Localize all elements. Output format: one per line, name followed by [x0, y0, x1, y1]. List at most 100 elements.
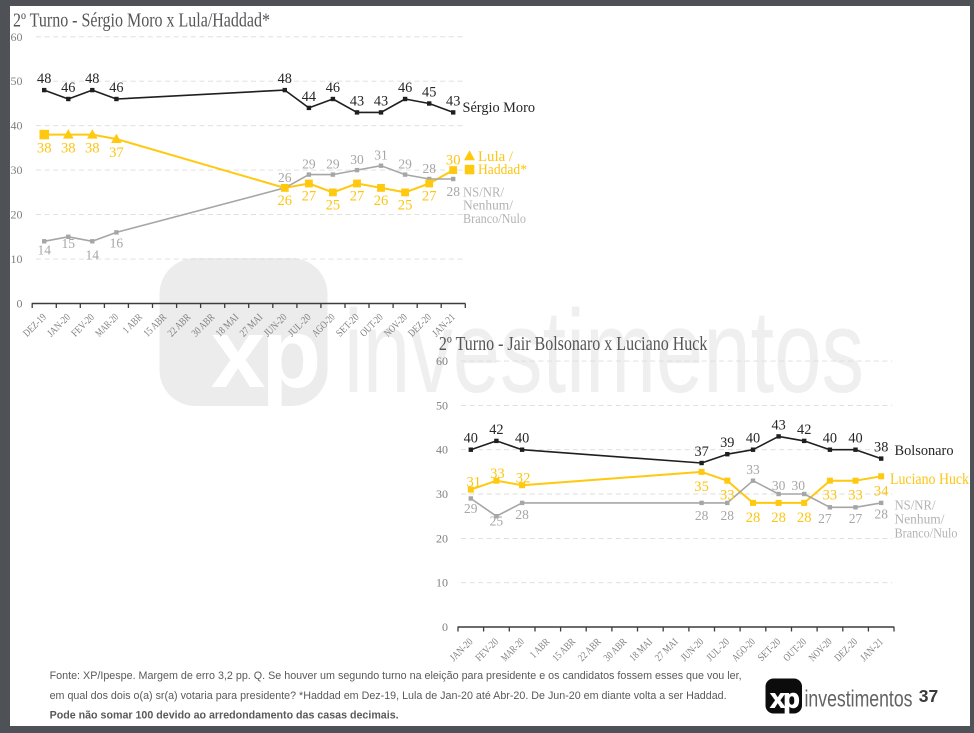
svg-text:27: 27 [818, 511, 832, 526]
svg-text:38: 38 [37, 141, 52, 157]
svg-text:33: 33 [720, 488, 735, 504]
svg-text:38: 38 [874, 440, 888, 456]
svg-text:18 MAI: 18 MAI [628, 636, 656, 664]
svg-text:JUN-20: JUN-20 [679, 637, 706, 664]
svg-text:28: 28 [771, 510, 786, 526]
svg-text:29: 29 [398, 157, 412, 172]
svg-text:31: 31 [374, 148, 388, 163]
svg-text:em qual dos dois o(a) sr(a) vo: em qual dos dois o(a) sr(a) votaria para… [50, 690, 727, 702]
svg-text:28: 28 [874, 506, 888, 521]
svg-text:NS/NR/: NS/NR/ [895, 498, 936, 513]
svg-text:33: 33 [490, 466, 505, 482]
svg-text:20: 20 [436, 531, 448, 545]
svg-text:32: 32 [516, 471, 531, 487]
svg-text:27: 27 [422, 189, 437, 205]
svg-text:Lula /: Lula / [478, 149, 514, 165]
svg-text:28: 28 [695, 508, 709, 523]
svg-text:50: 50 [11, 74, 23, 88]
svg-text:MAR-20: MAR-20 [499, 637, 526, 664]
svg-text:25: 25 [326, 197, 341, 213]
svg-text:50: 50 [436, 398, 448, 412]
svg-text:40: 40 [746, 431, 760, 447]
svg-text:29: 29 [464, 501, 478, 516]
svg-text:37: 37 [694, 444, 708, 460]
svg-text:27: 27 [302, 189, 317, 205]
svg-text:33: 33 [848, 488, 863, 504]
svg-text:28: 28 [515, 507, 529, 522]
svg-text:43: 43 [446, 93, 460, 109]
svg-text:30: 30 [446, 153, 461, 169]
svg-text:DEZ-20: DEZ-20 [833, 637, 860, 664]
svg-text:Branco/Nulo: Branco/Nulo [895, 526, 958, 541]
svg-text:xp: xp [770, 684, 799, 714]
svg-text:29: 29 [326, 157, 340, 172]
svg-text:40: 40 [823, 431, 837, 447]
svg-text:37: 37 [919, 686, 938, 706]
svg-text:60: 60 [436, 354, 448, 368]
svg-text:30: 30 [791, 478, 805, 493]
svg-text:25: 25 [490, 514, 504, 529]
svg-text:29: 29 [302, 157, 316, 172]
svg-text:15 ABR: 15 ABR [551, 637, 578, 664]
svg-text:30: 30 [772, 478, 786, 493]
svg-text:investimentos: investimentos [344, 286, 864, 418]
svg-text:1 ABR: 1 ABR [528, 637, 552, 661]
svg-text:2º Turno - Sérgio Moro x Lula/: 2º Turno - Sérgio Moro x Lula/Haddad* [13, 9, 270, 31]
svg-text:Bolsonaro: Bolsonaro [895, 442, 954, 459]
svg-text:FEV-20: FEV-20 [474, 637, 501, 664]
svg-text:30: 30 [350, 152, 364, 167]
svg-text:0: 0 [442, 620, 448, 634]
svg-text:28: 28 [446, 184, 460, 199]
svg-text:60: 60 [11, 30, 23, 44]
svg-text:40: 40 [436, 443, 448, 457]
svg-text:43: 43 [350, 93, 364, 109]
svg-text:30 ABR: 30 ABR [602, 637, 629, 664]
svg-text:33: 33 [746, 462, 760, 477]
svg-text:40: 40 [515, 431, 529, 447]
svg-text:46: 46 [61, 80, 75, 96]
svg-text:14: 14 [86, 247, 100, 262]
svg-text:33: 33 [823, 488, 838, 504]
svg-text:42: 42 [489, 422, 503, 438]
svg-text:48: 48 [278, 71, 292, 87]
svg-text:46: 46 [398, 80, 412, 96]
svg-text:20: 20 [11, 208, 23, 222]
svg-text:40: 40 [848, 431, 862, 447]
svg-text:investimentos: investimentos [805, 686, 913, 712]
svg-text:Fonte: XP/Ipespe. Margem de er: Fonte: XP/Ipespe. Margem de erro 3,2 pp.… [50, 670, 742, 682]
svg-text:Haddad*: Haddad* [478, 162, 527, 178]
svg-text:37: 37 [109, 145, 124, 161]
svg-text:JAN-20: JAN-20 [448, 637, 475, 664]
svg-text:28: 28 [721, 508, 735, 523]
svg-text:MAR-20: MAR-20 [94, 312, 121, 339]
svg-text:28: 28 [797, 510, 812, 526]
svg-text:38: 38 [85, 141, 100, 157]
svg-text:JAN-21: JAN-21 [859, 637, 886, 664]
svg-text:46: 46 [109, 80, 123, 96]
svg-text:28: 28 [422, 161, 436, 176]
svg-text:35: 35 [694, 479, 709, 495]
svg-text:10: 10 [11, 252, 23, 266]
svg-text:22 ABR: 22 ABR [576, 637, 603, 664]
svg-text:44: 44 [302, 89, 316, 105]
svg-text:25: 25 [398, 197, 413, 213]
svg-text:30: 30 [11, 163, 23, 177]
svg-text:FEV-20: FEV-20 [70, 312, 97, 339]
svg-text:Sérgio Moro: Sérgio Moro [463, 99, 536, 116]
svg-text:39: 39 [720, 435, 734, 451]
svg-text:15: 15 [62, 236, 76, 251]
svg-text:31: 31 [467, 475, 482, 491]
svg-text:26: 26 [278, 193, 293, 209]
svg-text:Pode não somar 100 devido ao a: Pode não somar 100 devido ao arredondame… [50, 710, 399, 722]
svg-text:NS/NR/: NS/NR/ [463, 185, 504, 200]
svg-text:SET-20: SET-20 [756, 637, 783, 664]
svg-text:48: 48 [37, 71, 51, 87]
svg-text:46: 46 [326, 80, 340, 96]
svg-text:AGO-20: AGO-20 [730, 637, 757, 664]
svg-text:34: 34 [874, 483, 889, 499]
svg-text:43: 43 [374, 93, 388, 109]
svg-text:2º Turno - Jair Bolsonaro x Lu: 2º Turno - Jair Bolsonaro x Luciano Huck [439, 333, 708, 355]
svg-text:Luciano Huck: Luciano Huck [890, 471, 969, 488]
svg-text:NOV-20: NOV-20 [807, 637, 834, 664]
svg-text:42: 42 [797, 422, 811, 438]
